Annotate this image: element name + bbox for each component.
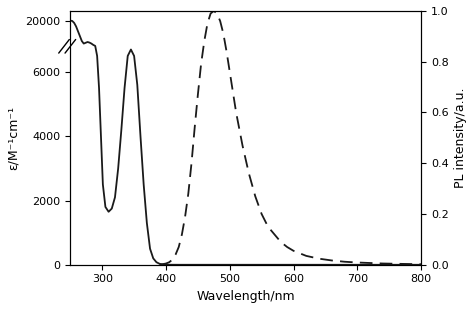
X-axis label: Wavelength/nm: Wavelength/nm bbox=[196, 290, 295, 303]
Y-axis label: PL intensity/a.u.: PL intensity/a.u. bbox=[454, 88, 467, 188]
Y-axis label: ε/M⁻¹cm⁻¹: ε/M⁻¹cm⁻¹ bbox=[7, 106, 20, 170]
